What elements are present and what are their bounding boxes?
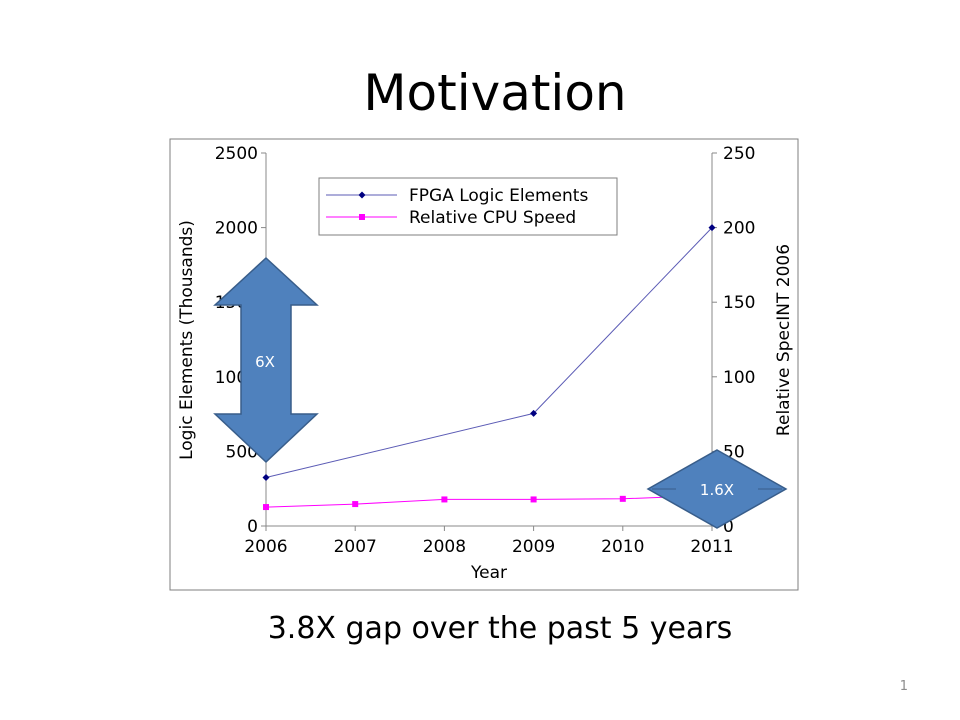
y-tick-label: 0 xyxy=(247,517,258,537)
page-number: 1 xyxy=(899,679,908,694)
legend-marker xyxy=(358,191,366,199)
x-tick-label: 2007 xyxy=(334,537,377,557)
data-point xyxy=(530,496,537,503)
data-point xyxy=(708,224,716,232)
x-tick-label: 2006 xyxy=(244,537,287,557)
diamond-callout: 1.6X xyxy=(646,449,788,529)
legend-label: FPGA Logic Elements xyxy=(409,186,588,206)
y2-axis-label: Relative SpecINT 2006 xyxy=(774,244,794,436)
diamond-label: 1.6X xyxy=(700,481,734,499)
legend-box xyxy=(318,177,618,236)
y2-tick-label: 150 xyxy=(723,293,755,313)
y-tick-label: 2000 xyxy=(215,219,258,239)
legend-label: Relative CPU Speed xyxy=(409,208,576,228)
series-line xyxy=(265,494,713,508)
y-tick-label: 2500 xyxy=(215,144,258,164)
data-point xyxy=(262,474,270,482)
x-tick-label: 2009 xyxy=(512,537,555,557)
x-tick-label: 2010 xyxy=(601,537,644,557)
slide-title: Motivation xyxy=(363,64,627,122)
y-axis-label: Logic Elements (Thousands) xyxy=(177,220,197,460)
data-point xyxy=(352,501,359,508)
arrow-label: 6X xyxy=(255,353,275,371)
x-tick-label: 2008 xyxy=(423,537,466,557)
double-arrow-shape xyxy=(213,256,319,464)
x-axis-label: Year xyxy=(470,563,507,583)
y2-tick-label: 0 xyxy=(723,517,734,537)
chart-series xyxy=(262,224,716,511)
data-point xyxy=(530,409,538,417)
up-down-arrow: 6X xyxy=(213,256,319,464)
data-point xyxy=(441,496,448,503)
y2-tick-label: 100 xyxy=(723,368,755,388)
legend-marker xyxy=(359,214,365,220)
data-point xyxy=(619,495,626,502)
y2-tick-label: 200 xyxy=(723,219,755,239)
data-point xyxy=(263,504,269,511)
x-tick-label: 2011 xyxy=(690,537,733,557)
y2-tick-label: 250 xyxy=(723,144,755,164)
slide-subtitle: 3.8X gap over the past 5 years xyxy=(267,611,733,646)
diamond-shape xyxy=(646,449,788,529)
